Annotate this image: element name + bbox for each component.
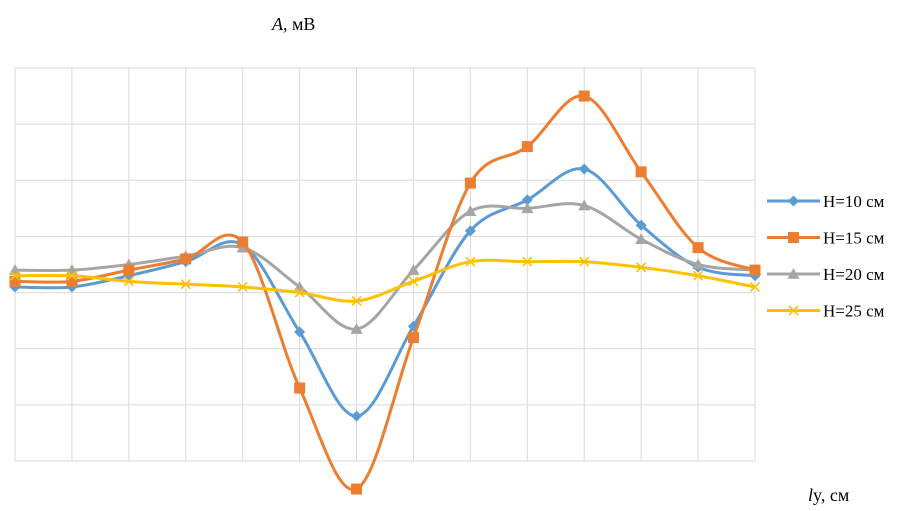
data-point [407,331,419,343]
x-axis-title-symbol: l [808,485,813,505]
data-point [464,177,476,189]
legend-marker [788,232,799,243]
series-line [14,94,756,492]
data-point [351,410,363,422]
data-point [123,276,134,287]
data-point [123,264,135,276]
data-point [749,281,761,293]
legend-entry: H=15 см [767,229,885,248]
data-point [521,194,533,206]
data-point [464,225,476,237]
data-point [351,483,363,495]
data-point [294,287,305,298]
data-point [294,326,306,338]
data-point [578,90,590,102]
legend-label: H=25 см [823,302,885,321]
legend-entry: H=10 см [767,192,885,211]
data-point [66,270,77,281]
data-point [521,202,534,214]
legend-entry: H=25 см [767,302,885,321]
legend-marker [788,305,799,316]
series-group [9,90,761,495]
legend-label: H=15 см [823,229,885,248]
data-point [635,233,648,245]
data-point [692,242,704,254]
data-point [693,270,704,281]
data-point [408,276,419,287]
data-point [294,382,306,394]
data-point [636,262,647,273]
legend-marker [787,268,800,279]
data-point [749,264,761,276]
x-axis-title: ly, см [808,485,849,505]
y-axis-title: A, мВ [271,14,315,34]
data-point [350,323,363,334]
legend-label: H=10 см [823,192,885,211]
data-point [351,295,362,307]
data-point [180,253,192,265]
legend: H=10 см H=15 см H=20 см H=25 см [767,192,885,321]
data-point [66,275,78,287]
y-axis-title-unit: , мВ [283,14,315,34]
data-point [9,270,21,281]
data-point [521,141,533,153]
data-point [237,281,248,293]
series-line [14,202,756,331]
legend-marker [788,195,799,207]
data-point [465,256,476,267]
y-axis-title-symbol: A [271,14,284,34]
data-point [464,205,477,216]
data-point [407,264,420,275]
data-point [9,275,21,287]
series-line [14,167,756,418]
data-point [522,256,533,267]
data-point [635,166,647,178]
data-point [635,219,647,231]
data-point [237,236,249,248]
series-2 [9,90,761,495]
data-point [692,258,705,270]
series-4 [9,256,761,307]
data-point [578,163,590,175]
legend-label: H=20 см [823,265,885,284]
data-point [578,199,591,211]
x-axis-title-unit: y, см [813,485,849,505]
series-line [14,258,756,303]
data-point [180,279,191,290]
data-point [579,256,590,267]
legend-entry: H=20 см [767,265,885,284]
